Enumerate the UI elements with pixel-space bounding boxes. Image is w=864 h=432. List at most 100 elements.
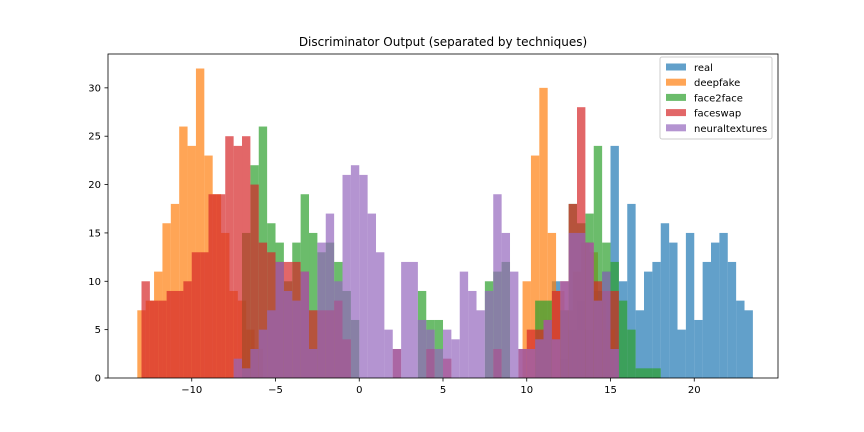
legend-swatch-neuraltextures bbox=[666, 124, 686, 132]
bar-faceswap bbox=[250, 184, 259, 378]
bar-neuraltextures bbox=[342, 174, 351, 378]
y-tick-label: 10 bbox=[88, 277, 101, 288]
bar-neuraltextures bbox=[325, 213, 335, 378]
bar-neuraltextures bbox=[417, 319, 427, 378]
bar-faceswap bbox=[166, 290, 176, 378]
x-tick-label: 5 bbox=[440, 385, 446, 396]
x-tick-label: 15 bbox=[604, 385, 617, 396]
bar-neuraltextures bbox=[258, 329, 268, 378]
bar-neuraltextures bbox=[233, 358, 243, 378]
bar-faceswap bbox=[233, 145, 243, 378]
bar-neuraltextures bbox=[300, 271, 310, 378]
bar-face2face bbox=[627, 329, 636, 378]
y-tick-label: 20 bbox=[88, 180, 101, 191]
bar-faceswap bbox=[200, 252, 209, 378]
bar-real bbox=[702, 261, 712, 378]
x-tick-label: 10 bbox=[520, 385, 533, 396]
bar-neuraltextures bbox=[551, 339, 561, 378]
bar-neuraltextures bbox=[350, 165, 360, 378]
legend-swatch-deepfake bbox=[666, 78, 686, 86]
bar-real bbox=[660, 223, 670, 378]
bar-real bbox=[727, 261, 737, 378]
bar-faceswap bbox=[141, 281, 150, 378]
bar-real bbox=[652, 261, 661, 378]
bar-neuraltextures bbox=[535, 339, 544, 378]
bar-neuraltextures bbox=[250, 348, 259, 378]
bar-faceswap bbox=[175, 290, 184, 378]
bar-faceswap bbox=[208, 194, 217, 378]
y-tick-label: 15 bbox=[88, 228, 101, 239]
bar-neuraltextures bbox=[585, 242, 594, 378]
bar-neuraltextures bbox=[451, 339, 460, 378]
bar-neuraltextures bbox=[283, 290, 293, 378]
x-tick-label: −10 bbox=[181, 385, 202, 396]
series-neuraltextures bbox=[233, 165, 619, 378]
bar-faceswap bbox=[158, 300, 167, 378]
bar-neuraltextures bbox=[493, 194, 502, 378]
bar-neuraltextures bbox=[560, 281, 569, 378]
legend: real deepfake face2face faceswap neuraltextu… bbox=[659, 56, 773, 140]
legend-label-deepfake: deepfake bbox=[694, 78, 740, 89]
bar-face2face bbox=[652, 368, 661, 378]
legend-swatch-faceswap bbox=[666, 109, 686, 117]
bar-real bbox=[677, 329, 686, 378]
bar-neuraltextures bbox=[568, 232, 578, 378]
bar-neuraltextures bbox=[392, 348, 402, 378]
bar-face2face bbox=[644, 368, 653, 378]
bar-deepfake bbox=[530, 155, 540, 378]
bar-neuraltextures bbox=[367, 213, 377, 378]
bar-neuraltextures bbox=[602, 271, 611, 378]
bar-neuraltextures bbox=[501, 232, 511, 378]
bar-neuraltextures bbox=[610, 348, 619, 378]
bar-faceswap bbox=[610, 290, 619, 378]
bar-faceswap bbox=[216, 194, 226, 378]
bar-real bbox=[719, 232, 728, 378]
bar-neuraltextures bbox=[401, 261, 410, 378]
bar-neuraltextures bbox=[384, 329, 393, 378]
bar-neuraltextures bbox=[510, 271, 519, 378]
bar-neuraltextures bbox=[593, 300, 603, 378]
bar-faceswap bbox=[258, 242, 268, 378]
bar-deepfake bbox=[539, 87, 548, 378]
bar-real bbox=[744, 310, 753, 378]
axes-group: −10 −5 0 5 10 15 20 0 5 10 15 20 25 30 bbox=[88, 53, 779, 396]
bar-face2face bbox=[434, 319, 444, 378]
legend-label-neuraltextures: neuraltextures bbox=[694, 124, 767, 135]
bar-faceswap bbox=[551, 290, 561, 378]
bar-neuraltextures bbox=[443, 329, 452, 378]
legend-label-face2face: face2face bbox=[694, 93, 743, 104]
bar-neuraltextures bbox=[526, 348, 536, 378]
legend-box bbox=[659, 56, 773, 140]
bar-real bbox=[644, 271, 653, 378]
legend-label-faceswap: faceswap bbox=[694, 109, 741, 120]
bar-neuraltextures bbox=[267, 310, 276, 378]
y-tick-label: 30 bbox=[88, 83, 101, 94]
y-tick-label: 0 bbox=[95, 374, 101, 385]
bar-deepfake bbox=[195, 68, 205, 378]
y-tick-label: 25 bbox=[88, 132, 101, 143]
bar-faceswap bbox=[242, 136, 251, 378]
bar-faceswap bbox=[183, 281, 192, 378]
x-tick-label: −5 bbox=[268, 385, 283, 396]
bar-real bbox=[669, 242, 678, 378]
legend-swatch-real bbox=[666, 63, 686, 71]
bar-faceswap bbox=[225, 136, 234, 378]
x-tick-label: 20 bbox=[688, 385, 701, 396]
bar-neuraltextures bbox=[468, 290, 477, 378]
x-tick-label: 0 bbox=[356, 385, 362, 396]
bar-neuraltextures bbox=[317, 242, 326, 378]
bar-neuraltextures bbox=[459, 271, 469, 378]
legend-swatch-face2face bbox=[666, 93, 686, 101]
bar-real bbox=[694, 319, 703, 378]
bar-faceswap bbox=[191, 252, 201, 378]
bar-real bbox=[711, 242, 720, 378]
bar-neuraltextures bbox=[376, 252, 385, 378]
legend-label-real: real bbox=[694, 63, 713, 74]
bar-faceswap bbox=[309, 310, 318, 378]
bar-real bbox=[736, 300, 745, 378]
bar-real bbox=[685, 232, 695, 378]
bar-neuraltextures bbox=[434, 348, 444, 378]
y-tick-label: 5 bbox=[95, 325, 101, 336]
bar-neuraltextures bbox=[577, 232, 586, 378]
bar-neuraltextures bbox=[242, 368, 251, 378]
